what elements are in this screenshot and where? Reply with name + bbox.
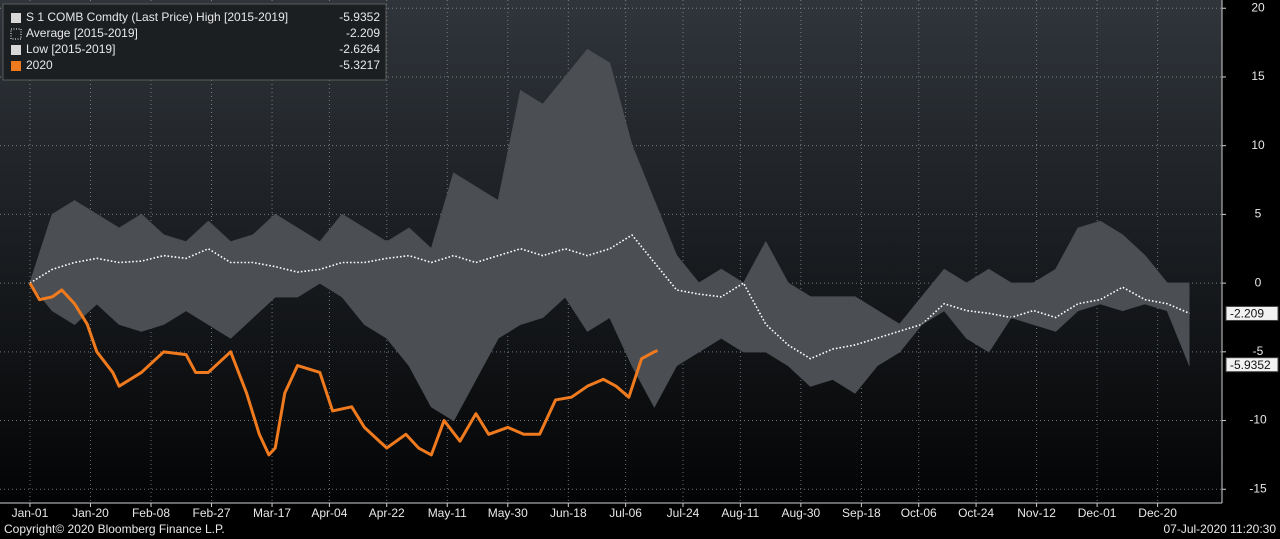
x-tick-label: Jul-06 (609, 506, 642, 520)
legend-value: -5.9352 (339, 10, 380, 24)
x-tick-label: May-30 (488, 506, 528, 520)
series-line (29, 282, 1190, 422)
series-line (28, 282, 659, 457)
x-tick-label: Dec-01 (1078, 506, 1117, 520)
legend-label: Average [2015-2019] (26, 26, 138, 40)
legend-box (2, 3, 387, 81)
x-tick-label: May-11 (428, 506, 467, 520)
x-tick-label: Jan-20 (72, 506, 109, 520)
legend-swatch (11, 45, 21, 55)
y-tick-label: 5 (1255, 207, 1262, 221)
x-tick-label: Feb-27 (193, 506, 231, 520)
y-tick-label: 15 (1251, 69, 1265, 83)
x-tick-label: Nov-12 (1017, 506, 1056, 520)
axis-background (1222, 0, 1280, 503)
x-tick-label: Dec-20 (1138, 506, 1177, 520)
x-tick-label: Jan-01 (12, 506, 49, 520)
axis-value-label: -2.209 (1230, 307, 1264, 321)
band-fill (29, 49, 1190, 421)
x-tick-label: Jul-24 (667, 506, 700, 520)
y-tick-label: 0 (1255, 275, 1262, 289)
y-tick-label: -15 (1249, 481, 1267, 495)
legend-label: Low [2015-2019] (26, 42, 115, 56)
legend-swatch (11, 61, 21, 71)
x-tick-label: Oct-24 (958, 506, 994, 520)
axis-value-box (1225, 357, 1279, 373)
legend-value: -2.6264 (339, 42, 380, 56)
y-tick-label: -5 (1253, 344, 1264, 358)
axis-value-box (1225, 305, 1279, 321)
legend-swatch (10, 28, 22, 40)
legend-label: 2020 (26, 58, 53, 72)
x-tick-label: Feb-08 (132, 506, 170, 520)
legend-swatch (11, 13, 21, 23)
timestamp: 07-Jul-2020 11:20:30 (1163, 522, 1276, 536)
series-line (29, 48, 1190, 325)
legend-value: -5.3217 (339, 58, 380, 72)
legend-label: S 1 COMB Comdty (Last Price) High [2015-… (26, 10, 288, 24)
x-tick-label: Apr-22 (369, 506, 405, 520)
copyright: Copyright© 2020 Bloomberg Finance L.P. (4, 522, 225, 536)
lines (28, 48, 1190, 457)
series-line (29, 233, 1190, 360)
y-tick-label: 10 (1251, 138, 1265, 152)
y-tick-label: 20 (1251, 0, 1265, 14)
x-tick-label: Aug-30 (782, 506, 821, 520)
x-tick-label: Mar-17 (253, 506, 291, 520)
axis-value-label: -5.9352 (1230, 358, 1271, 372)
y-tick-label: -10 (1249, 413, 1267, 427)
x-tick-label: Oct-06 (901, 506, 937, 520)
band (29, 49, 1190, 421)
legend-value: -2.209 (346, 26, 380, 40)
x-tick-label: Jun-18 (550, 506, 587, 520)
x-tick-label: Sep-18 (842, 506, 881, 520)
legend: S 1 COMB Comdty (Last Price) High [2015-… (2, 3, 387, 81)
axes: 20 15 10 5 0 -5 -10 -15 Jan-01 Jan-20 Feb-08 Feb-27… (12, 0, 1279, 520)
x-tick-label: Aug-11 (721, 506, 759, 520)
x-tick-label: Apr-04 (311, 506, 347, 520)
